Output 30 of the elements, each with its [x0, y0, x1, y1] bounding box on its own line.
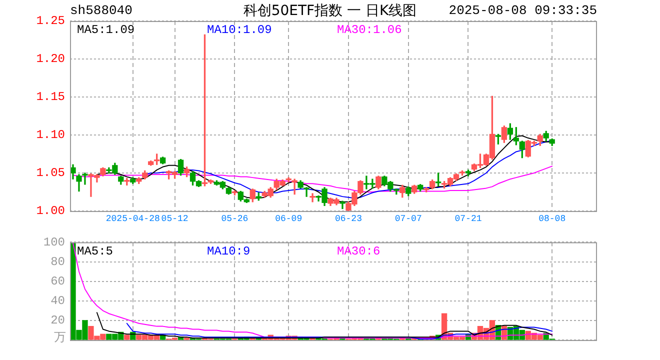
x-tick-label: 05-26 — [221, 214, 248, 224]
y-axis-title: 万 — [54, 331, 66, 346]
text: MA30:6 — [337, 244, 380, 258]
text: MA10:9 — [207, 244, 250, 258]
x-tick-label: 07-07 — [394, 214, 422, 224]
bar — [124, 334, 130, 340]
x-tick-label: 05-12 — [161, 214, 188, 224]
y-tick-label: 1.05 — [36, 166, 65, 180]
y-tick-label: 80 — [50, 254, 65, 269]
text: MA5:1.09 — [77, 23, 135, 38]
y-tick-label: 1.20 — [36, 52, 65, 66]
text: MA5:5 — [77, 244, 114, 258]
x-tick-label: 06-09 — [275, 214, 302, 224]
text: MA10:1.09 — [207, 23, 272, 38]
y-tick-label: 20 — [50, 314, 65, 328]
y-tick-label: 1.10 — [36, 128, 65, 142]
y-tick-label: 1.00 — [36, 204, 65, 218]
chart-title: 科创50ETF指数 一 日K线图 — [243, 3, 417, 19]
y-tick-label: 60 — [50, 274, 65, 288]
y-tick-label: 40 — [50, 294, 65, 308]
x-tick-label: 2025-04-28 — [106, 214, 160, 224]
x-tick-label: 08-08 — [538, 214, 566, 224]
text: sh588040 — [70, 3, 132, 18]
y-tick-label: 1.25 — [36, 14, 65, 28]
y-tick-label: 1.15 — [36, 90, 65, 104]
text: 2025-08-08 09:33:35 — [448, 3, 597, 18]
x-tick-label: 07-21 — [454, 214, 482, 224]
text: MA30:1.06 — [337, 23, 402, 38]
x-tick-label: 06-23 — [334, 214, 362, 224]
y-tick-label: 100 — [43, 235, 65, 250]
